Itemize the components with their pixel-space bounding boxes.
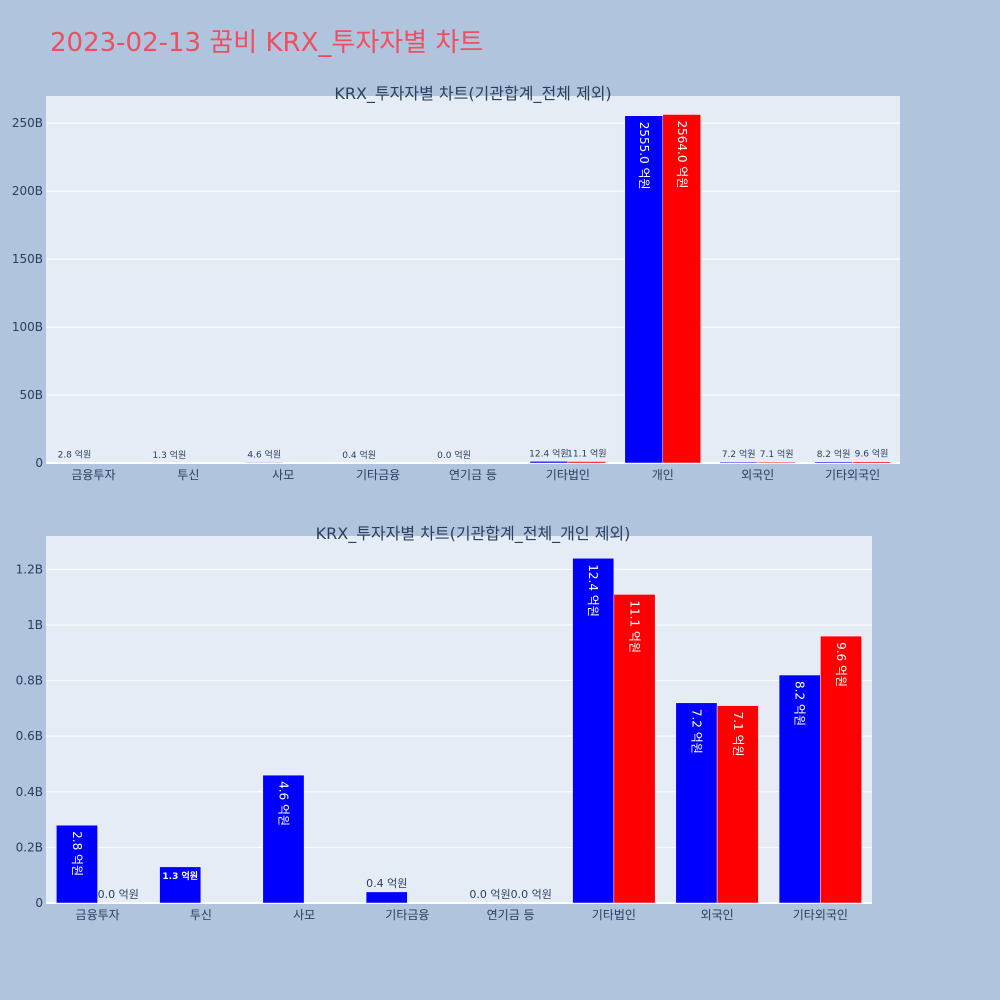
y-tick-label: 1B — [27, 618, 43, 632]
bar — [56, 824, 98, 904]
x-tick-label: 외국인 — [701, 908, 734, 922]
chart-bottom-svg: 0 0.2B 0.4B 0.6B 0.8B 1B 1.2B 금융투자 2.8 억원 0.0 억원투… — [16, 536, 872, 922]
x-tick-label: 기타법인 — [592, 908, 636, 922]
bar — [529, 461, 569, 464]
bar — [624, 115, 664, 464]
bar — [814, 461, 853, 464]
bar-label: 12.4 억원 — [529, 447, 568, 459]
bar — [716, 705, 759, 904]
y-tick-label: 0.8B — [16, 674, 43, 688]
page-title: 2023-02-13 꿈비 KRX_투자자별 차트 — [50, 28, 484, 58]
bar — [719, 461, 758, 464]
y-tick-label: 0.2B — [16, 840, 43, 854]
bar — [365, 891, 408, 904]
bar — [820, 635, 862, 904]
x-tick-label: 기타금융 — [385, 908, 429, 922]
bar-label: 1.3 억원 — [152, 449, 186, 461]
y-tick-label: 0 — [35, 456, 43, 470]
bar-label: 2564.0 억원 — [675, 120, 689, 188]
x-tick-label: 기타외국인 — [793, 908, 848, 922]
bar — [567, 461, 607, 464]
bar-label: 11.1 억원 — [567, 447, 606, 459]
x-tick-label: 사모 — [272, 468, 294, 482]
x-tick-label: 투신 — [177, 468, 199, 482]
bar — [852, 461, 891, 464]
bar — [159, 866, 202, 904]
x-tick-label: 기타금융 — [356, 468, 400, 482]
bar-label: 0.0 억원 — [469, 888, 510, 901]
bar-label: 0.4 억원 — [342, 449, 376, 461]
bar — [757, 461, 796, 464]
x-tick-label: 금융투자 — [71, 468, 115, 482]
bar-label: 2555.0 억원 — [637, 122, 651, 190]
x-tick-label: 기타외국인 — [825, 468, 880, 482]
x-tick-label: 연기금 등 — [487, 908, 535, 922]
bar — [245, 462, 284, 464]
bar-label: 7.1 억원 — [731, 712, 745, 757]
bar — [675, 702, 718, 904]
bar-label: 12.4 억원 — [586, 564, 600, 617]
plot-area — [46, 96, 900, 463]
x-tick-label: 사모 — [293, 908, 315, 922]
bar — [262, 774, 305, 904]
bar-label: 7.2 억원 — [722, 448, 756, 460]
bar-label: 4.6 억원 — [247, 448, 281, 460]
bar-label: 4.6 억원 — [276, 781, 290, 826]
bar-label: 11.1 억원 — [628, 600, 642, 653]
x-tick-label: 금융투자 — [76, 908, 120, 922]
x-tick-label: 외국인 — [741, 468, 774, 482]
chart-bottom: KRX_투자자별 차트(기관합계_전체_개인 제외) 0 0.2B 0.4B 0.6B… — [0, 515, 1000, 925]
chart-bottom-title: KRX_투자자별 차트(기관합계_전체_개인 제외) — [315, 524, 631, 543]
bar-label: 8.2 억원 — [817, 448, 851, 460]
bar-label: 9.6 억원 — [855, 448, 889, 460]
bar-label: 2.8 억원 — [70, 831, 84, 876]
y-tick-label: 0 — [35, 896, 43, 910]
bar-label: 0.0 억원 — [511, 888, 552, 901]
bar-label: 0.4 억원 — [366, 877, 407, 890]
chart-top-title: KRX_투자자별 차트(기관합계_전체 제외) — [334, 84, 612, 103]
x-tick-label: 투신 — [190, 908, 212, 922]
bar — [662, 114, 701, 464]
bar-label: 7.2 억원 — [689, 709, 703, 754]
bar-label: 0.0 억원 — [98, 888, 139, 901]
y-tick-label: 0.4B — [16, 785, 43, 799]
y-tick-label: 200B — [12, 184, 43, 198]
bar-label: 9.6 억원 — [834, 642, 848, 687]
y-tick-label: 250B — [12, 116, 43, 130]
y-tick-label: 0.6B — [16, 729, 43, 743]
y-tick-label: 50B — [19, 388, 43, 402]
x-tick-label: 연기금 등 — [449, 468, 497, 482]
x-tick-label: 기타법인 — [546, 468, 590, 482]
bar-label: 2.8 억원 — [58, 449, 92, 461]
bar — [572, 557, 615, 904]
x-tick-label: 개인 — [652, 468, 674, 482]
bar-label: 8.2 억원 — [793, 681, 807, 726]
bar-label: 1.3 억원 — [162, 870, 198, 882]
bar — [778, 674, 821, 904]
y-tick-label: 150B — [12, 252, 43, 266]
y-tick-label: 1.2B — [16, 562, 43, 576]
bar-label: 0.0 억원 — [437, 449, 471, 461]
bar — [613, 594, 656, 904]
chart-top: KRX_투자자별 차트(기관합계_전체 제외) 0 50B 100B 150B 200B… — [0, 75, 1000, 485]
bar-label: 7.1 억원 — [760, 448, 794, 460]
y-tick-label: 100B — [12, 320, 43, 334]
